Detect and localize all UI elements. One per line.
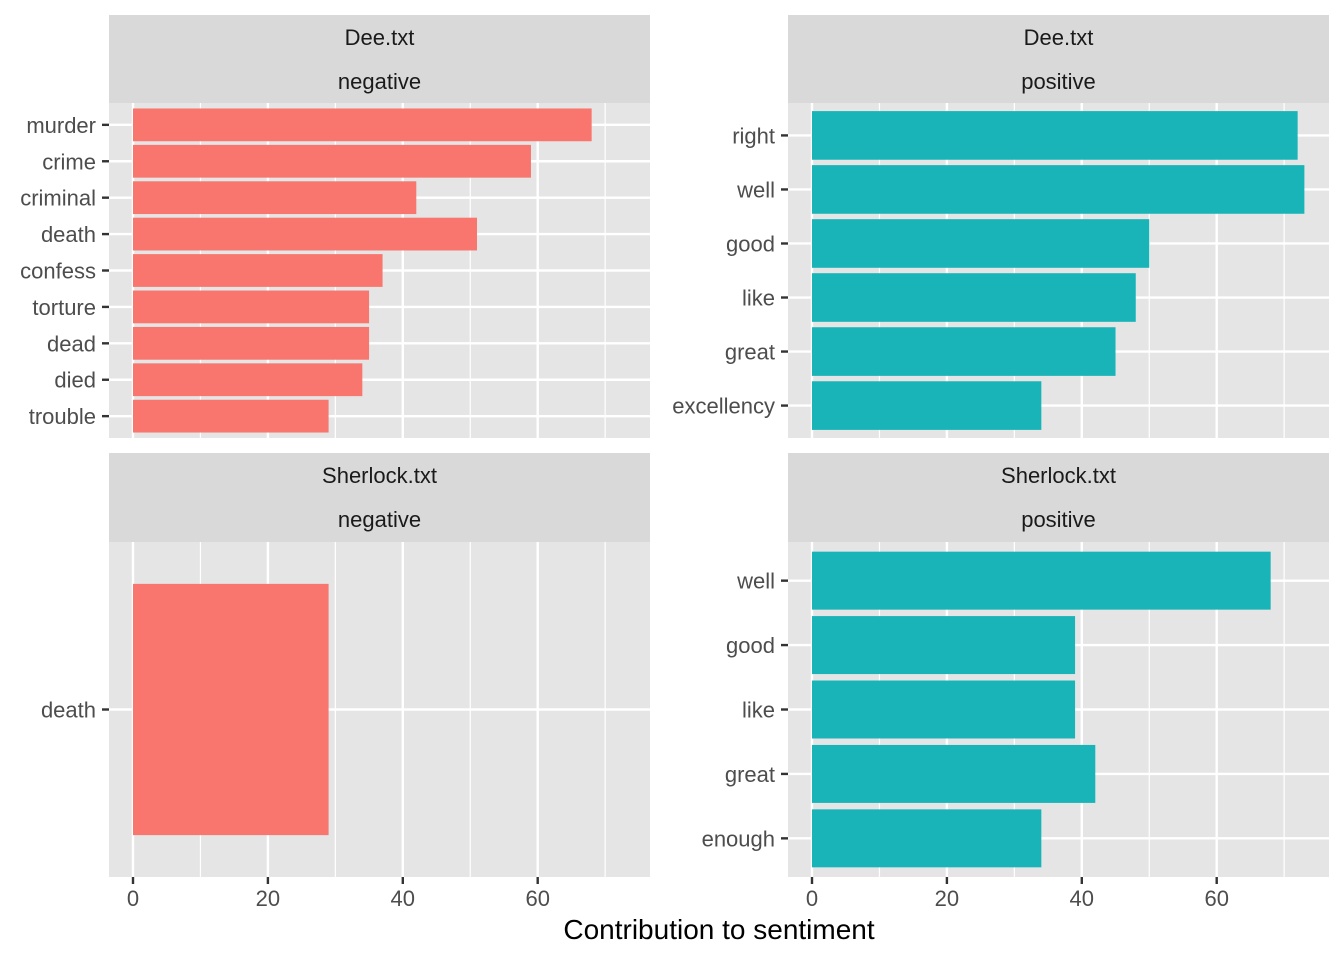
facet-strip bbox=[788, 15, 1329, 103]
y-tick-label: like bbox=[742, 698, 775, 723]
facet-strip bbox=[109, 15, 650, 103]
bar-criminal bbox=[133, 181, 417, 215]
y-tick-label: excellency bbox=[672, 394, 775, 419]
facet-panel-1: Dee.txt positive right well good like great exc… bbox=[672, 15, 1329, 438]
y-tick-label: good bbox=[726, 633, 775, 658]
bar-great bbox=[812, 744, 1096, 803]
y-tick-label: death bbox=[41, 698, 96, 723]
y-tick-label: well bbox=[736, 569, 775, 594]
y-tick-label: confess bbox=[20, 259, 96, 284]
facet-panel-3: Sherlock.txt positive well good like great eno… bbox=[702, 453, 1329, 911]
facet-strip bbox=[788, 453, 1329, 542]
facet-strip bbox=[109, 453, 650, 542]
panels-layer: Dee.txt negative murder crime criminal death c… bbox=[20, 15, 1329, 911]
y-tick-label: great bbox=[725, 762, 775, 787]
facet-strip-file-label: Sherlock.txt bbox=[322, 463, 437, 488]
bar-trouble bbox=[133, 399, 329, 433]
bar-enough bbox=[812, 809, 1042, 868]
y-tick-label: right bbox=[732, 123, 775, 148]
y-tick-label: dead bbox=[47, 331, 96, 356]
facet-panel-0: Dee.txt negative murder crime criminal death c… bbox=[20, 15, 650, 438]
y-tick-label: good bbox=[726, 231, 775, 256]
bar-great bbox=[812, 327, 1116, 376]
bar-torture bbox=[133, 290, 370, 324]
bar-good bbox=[812, 616, 1076, 675]
facet-strip-sentiment-label: negative bbox=[338, 69, 421, 94]
facet-strip-sentiment-label: positive bbox=[1021, 69, 1096, 94]
bar-right bbox=[812, 111, 1298, 160]
y-tick-label: great bbox=[725, 340, 775, 365]
y-tick-label: death bbox=[41, 222, 96, 247]
bar-murder bbox=[133, 108, 592, 142]
bar-death bbox=[133, 583, 329, 836]
bar-death bbox=[133, 217, 477, 251]
x-axis-title: Contribution to sentiment bbox=[563, 914, 875, 945]
bar-confess bbox=[133, 254, 383, 287]
bar-dead bbox=[133, 326, 370, 360]
y-tick-label: enough bbox=[702, 826, 775, 851]
y-tick-label: died bbox=[54, 368, 96, 393]
bar-like bbox=[812, 273, 1136, 322]
bar-well bbox=[812, 165, 1305, 214]
bar-good bbox=[812, 219, 1150, 268]
bar-like bbox=[812, 680, 1076, 739]
y-tick-label: trouble bbox=[29, 404, 96, 429]
x-tick-label: 40 bbox=[1070, 886, 1094, 911]
bar-died bbox=[133, 363, 363, 397]
x-tick-label: 0 bbox=[127, 886, 139, 911]
bar-excellency bbox=[812, 381, 1042, 430]
y-tick-label: like bbox=[742, 286, 775, 311]
x-tick-label: 60 bbox=[1204, 886, 1228, 911]
x-tick-label: 60 bbox=[525, 886, 549, 911]
x-tick-label: 20 bbox=[935, 886, 959, 911]
x-tick-label: 20 bbox=[256, 886, 280, 911]
y-tick-label: crime bbox=[42, 149, 96, 174]
y-tick-label: murder bbox=[26, 113, 96, 138]
y-tick-label: torture bbox=[32, 295, 96, 320]
y-tick-label: criminal bbox=[20, 186, 96, 211]
facet-strip-file-label: Dee.txt bbox=[1024, 25, 1094, 50]
facet-panel-2: Sherlock.txt negative death 0 20 40 60 bbox=[41, 453, 650, 911]
x-tick-label: 40 bbox=[391, 886, 415, 911]
facet-strip-file-label: Sherlock.txt bbox=[1001, 463, 1116, 488]
bar-crime bbox=[133, 144, 531, 178]
y-tick-label: well bbox=[736, 177, 775, 202]
facet-strip-file-label: Dee.txt bbox=[345, 25, 415, 50]
facet-strip-sentiment-label: positive bbox=[1021, 507, 1096, 532]
x-tick-label: 0 bbox=[806, 886, 818, 911]
facet-strip-sentiment-label: negative bbox=[338, 507, 421, 532]
bar-well bbox=[812, 551, 1271, 610]
